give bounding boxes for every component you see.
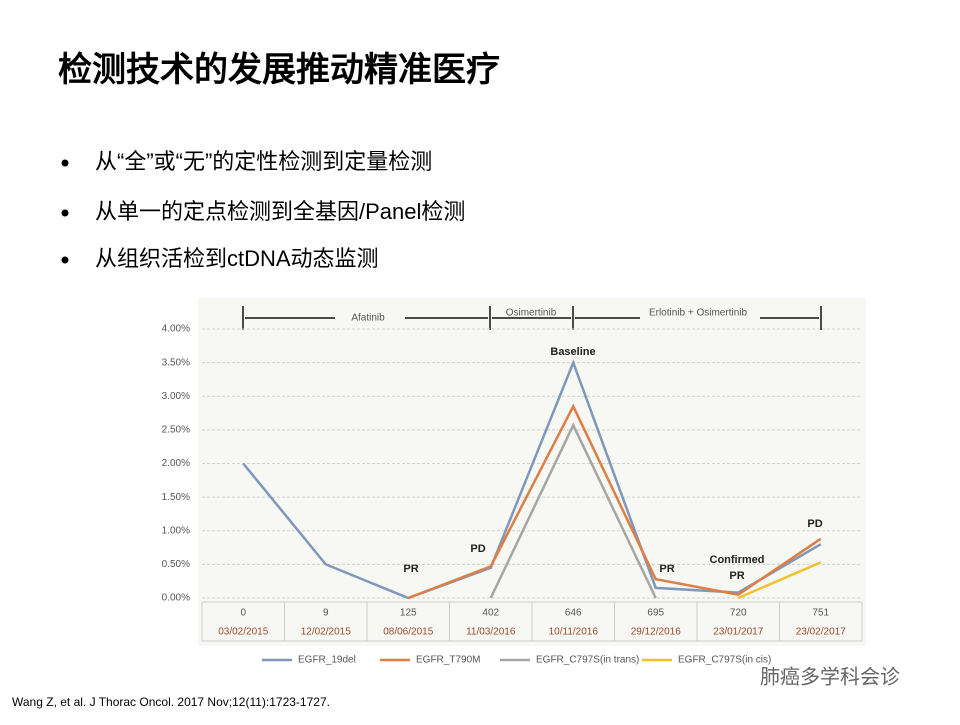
annotation: Confirmed: [710, 554, 765, 566]
label-bg: [640, 311, 760, 325]
bullet-dot: [61, 159, 69, 167]
legend-label: EGFR_T790M: [416, 655, 480, 666]
x-tick-label: 125: [400, 608, 417, 619]
x-date-label: 29/12/2016: [631, 627, 681, 638]
legend-label: EGFR_C797S(in cis): [678, 655, 771, 666]
series-line: [737, 561, 822, 600]
annotation: PR: [659, 563, 674, 575]
series-line: [489, 422, 657, 599]
y-tick-label: 0.00%: [162, 593, 190, 604]
legend-label: EGFR_19del: [298, 655, 356, 666]
legend-label: EGFR_C797S(in trans): [536, 655, 639, 666]
y-tick-label: 1.50%: [162, 492, 190, 503]
chart-background: [198, 298, 866, 646]
x-date-label: 10/11/2016: [549, 627, 599, 638]
watermark: 肺癌多学科会诊: [760, 665, 900, 688]
y-tick-label: 2.00%: [162, 458, 190, 469]
period-label: Afatinib: [351, 313, 385, 324]
bullet: 从“全”或“无”的定性检测到定量检测: [95, 149, 432, 174]
bullet: 从单一的定点检测到全基因/Panel检测: [95, 199, 465, 224]
y-tick-label: 3.50%: [162, 357, 190, 368]
x-tick-label: 0: [240, 608, 246, 619]
citation: Wang Z, et al. J Thorac Oncol. 2017 Nov;…: [12, 695, 330, 709]
bullet: 从组织活检到ctDNA动态监测: [95, 246, 379, 271]
label-bg: [335, 311, 405, 325]
y-tick-label: 3.00%: [162, 391, 190, 402]
x-date-label: 23/02/2017: [796, 627, 846, 638]
annotation: PD: [807, 518, 822, 530]
y-tick-label: 4.00%: [162, 324, 190, 335]
period-label: Erlotinib + Osimertinib: [649, 308, 748, 319]
bullet-dot: [61, 209, 69, 217]
y-tick-label: 2.50%: [162, 425, 190, 436]
x-tick-label: 646: [565, 608, 582, 619]
x-date-label: 03/02/2015: [218, 627, 268, 638]
slide-title: 检测技术的发展推动精准医疗: [58, 50, 500, 89]
annotation: PR: [729, 570, 744, 582]
bullet-dot: [61, 256, 69, 264]
annotation: PD: [470, 543, 485, 555]
x-date-label: 23/01/2017: [713, 627, 763, 638]
x-tick-label: 402: [482, 608, 499, 619]
x-tick-label: 695: [647, 608, 664, 619]
annotation: PR: [403, 563, 418, 575]
x-tick-label: 9: [323, 608, 329, 619]
series-line: [407, 403, 822, 600]
period-label: Osimertinib: [506, 308, 557, 319]
y-tick-label: 0.50%: [162, 559, 190, 570]
x-date-label: 08/06/2015: [383, 627, 433, 638]
x-date-label: 11/03/2016: [466, 627, 516, 638]
annotation: Baseline: [550, 346, 595, 358]
y-tick-label: 1.00%: [162, 525, 190, 536]
x-tick-label: 751: [812, 608, 829, 619]
x-date-label: 12/02/2015: [301, 627, 351, 638]
x-tick-label: 720: [730, 608, 747, 619]
